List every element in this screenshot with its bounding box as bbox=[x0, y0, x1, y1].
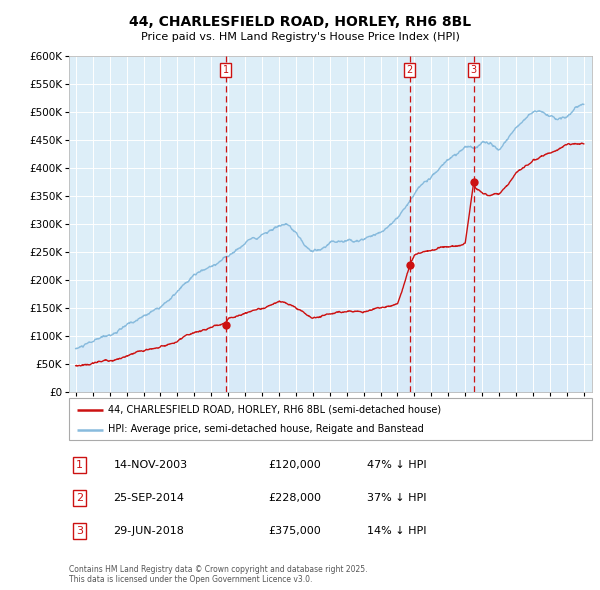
Text: 1: 1 bbox=[76, 460, 83, 470]
Text: £228,000: £228,000 bbox=[268, 493, 321, 503]
Text: £120,000: £120,000 bbox=[268, 460, 320, 470]
Text: 2: 2 bbox=[76, 493, 83, 503]
Text: 3: 3 bbox=[76, 526, 83, 536]
Text: 14-NOV-2003: 14-NOV-2003 bbox=[113, 460, 188, 470]
FancyBboxPatch shape bbox=[69, 398, 592, 440]
Text: 1: 1 bbox=[223, 65, 229, 75]
Text: Contains HM Land Registry data © Crown copyright and database right 2025.
This d: Contains HM Land Registry data © Crown c… bbox=[69, 565, 367, 584]
Text: 29-JUN-2018: 29-JUN-2018 bbox=[113, 526, 184, 536]
Text: 14% ↓ HPI: 14% ↓ HPI bbox=[367, 526, 427, 536]
Text: 44, CHARLESFIELD ROAD, HORLEY, RH6 8BL: 44, CHARLESFIELD ROAD, HORLEY, RH6 8BL bbox=[129, 15, 471, 29]
Text: Price paid vs. HM Land Registry's House Price Index (HPI): Price paid vs. HM Land Registry's House … bbox=[140, 32, 460, 42]
Text: 25-SEP-2014: 25-SEP-2014 bbox=[113, 493, 184, 503]
Text: 37% ↓ HPI: 37% ↓ HPI bbox=[367, 493, 427, 503]
Text: 47% ↓ HPI: 47% ↓ HPI bbox=[367, 460, 427, 470]
Text: 2: 2 bbox=[407, 65, 413, 75]
Text: 44, CHARLESFIELD ROAD, HORLEY, RH6 8BL (semi-detached house): 44, CHARLESFIELD ROAD, HORLEY, RH6 8BL (… bbox=[108, 405, 442, 415]
Text: HPI: Average price, semi-detached house, Reigate and Banstead: HPI: Average price, semi-detached house,… bbox=[108, 424, 424, 434]
Text: £375,000: £375,000 bbox=[268, 526, 320, 536]
Text: 3: 3 bbox=[470, 65, 476, 75]
